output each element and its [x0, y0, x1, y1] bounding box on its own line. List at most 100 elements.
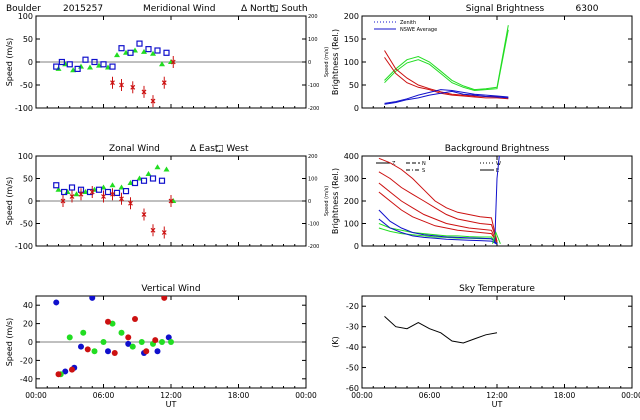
y-axis-label: Brightness (Rel.)	[331, 168, 340, 234]
data-point	[159, 61, 165, 67]
data-point	[127, 49, 134, 56]
y-tick-label: -50	[346, 364, 359, 373]
x-axis-label: UT	[492, 400, 503, 409]
legend-label: N	[422, 161, 426, 167]
data-point	[140, 177, 148, 184]
legend-label: □ West	[215, 144, 249, 154]
series-line-5	[384, 89, 509, 104]
y-tick-label: -40	[346, 343, 359, 352]
data-point	[66, 61, 73, 68]
y-tick-label: 0	[28, 338, 33, 347]
right-axis-label: Speed (m/s)	[324, 186, 330, 216]
series-group	[378, 156, 501, 245]
data-point	[105, 318, 111, 325]
right-tick-label: 200	[308, 14, 318, 20]
panels: Meridional Wind Δ North,□ South -100 -50 0 50…	[5, 4, 640, 409]
chart-title: Background Brightness	[445, 144, 550, 154]
data-point	[163, 49, 170, 56]
chart-title: Signal Brightness	[466, 4, 545, 14]
x-tick-label: 12:00	[160, 391, 182, 400]
x-tick-label: 00:00	[351, 391, 373, 400]
data-point	[53, 182, 60, 189]
data-point	[149, 175, 157, 182]
data-point	[161, 296, 168, 301]
right-tick-label: 100	[308, 177, 318, 183]
data-point	[100, 61, 107, 68]
data-point	[165, 334, 172, 341]
panel-vertical: Vertical Wind -40 -20 0 20 40 Speed (m/s) 00:00…	[5, 284, 317, 409]
data-point	[131, 179, 139, 187]
y-tick-label: 50	[23, 175, 33, 184]
right-tick-label: -200	[308, 244, 319, 250]
y-tick-label: 0	[28, 197, 33, 206]
x-tick-label: 12:00	[486, 391, 508, 400]
data-point	[163, 166, 170, 172]
data-point	[73, 191, 80, 197]
plot-frame	[361, 295, 633, 389]
right-tick-label: 0	[308, 60, 311, 66]
y-tick-label: -20	[20, 356, 33, 365]
y-tick-label: 100	[344, 58, 359, 67]
data-point	[74, 65, 81, 73]
y-tick-label: 300	[344, 175, 359, 184]
data-point	[150, 50, 156, 56]
y-tick-label: -20	[346, 302, 359, 311]
legend-label: Zenith	[400, 20, 416, 26]
x-tick-label: 06:00	[93, 391, 115, 400]
data-point	[58, 58, 65, 66]
data-point	[168, 339, 174, 345]
data-point	[82, 56, 89, 63]
data-point	[170, 59, 176, 65]
series-group	[384, 316, 498, 344]
data-point	[55, 186, 62, 192]
y-tick-label: 20	[23, 320, 33, 329]
y-axis-label: Brightness (Rel.)	[331, 29, 340, 95]
legend-label: Z	[392, 161, 396, 167]
y-axis-label: (K)	[331, 336, 340, 348]
series-line-3	[378, 191, 498, 243]
legend-label: NSWE Average	[400, 27, 437, 33]
right-tick-label: 100	[308, 37, 318, 43]
right-tick-label: -200	[308, 106, 319, 112]
y-tick-label: -40	[20, 375, 33, 384]
y-tick-label: 50	[23, 35, 33, 44]
x-tick-label: 00:00	[25, 391, 47, 400]
series-line-1	[384, 29, 509, 92]
chart-title: Sky Temperature	[459, 284, 535, 294]
y-tick-label: 0	[354, 242, 359, 251]
data-point	[91, 348, 98, 355]
data-point	[60, 198, 66, 204]
series-line-8	[494, 156, 500, 242]
data-point	[143, 348, 150, 355]
x-tick-label: 00:00	[621, 391, 640, 400]
y-tick-label: 50	[349, 81, 359, 90]
chart-title: Zonal Wind	[109, 144, 160, 154]
legend-label: S	[422, 168, 425, 174]
legend-label: Δ North,	[241, 4, 278, 14]
panel-signal: Signal Brightness 6300 0 50 100 150 200 Brightn…	[331, 4, 633, 113]
data-point	[101, 194, 106, 199]
right-tick-label: -100	[308, 222, 319, 228]
y-tick-label: 0	[354, 104, 359, 113]
series-line-9	[492, 230, 501, 244]
data-point	[61, 188, 68, 196]
right-axis-label: Speed (m/s)	[324, 47, 330, 77]
chart-title: Vertical Wind	[141, 284, 200, 294]
data-point	[66, 334, 73, 341]
x-tick-label: 18:00	[554, 391, 576, 400]
data-point	[118, 329, 125, 336]
data-point	[141, 212, 147, 217]
data-point	[122, 188, 130, 195]
data-point	[150, 98, 156, 104]
right-tick-label: 0	[308, 199, 311, 205]
series-group	[53, 296, 174, 378]
data-point	[128, 200, 133, 206]
data-point	[64, 189, 71, 194]
series-line-7	[378, 218, 498, 245]
data-point	[87, 64, 93, 70]
y-tick-label: -60	[346, 384, 359, 393]
panel-sky: Sky Temperature -60 -50 -40 -30 -20 (K) 00:00 06…	[331, 284, 640, 409]
series-line-4	[384, 90, 509, 105]
data-point	[62, 368, 69, 375]
data-point	[125, 340, 132, 347]
